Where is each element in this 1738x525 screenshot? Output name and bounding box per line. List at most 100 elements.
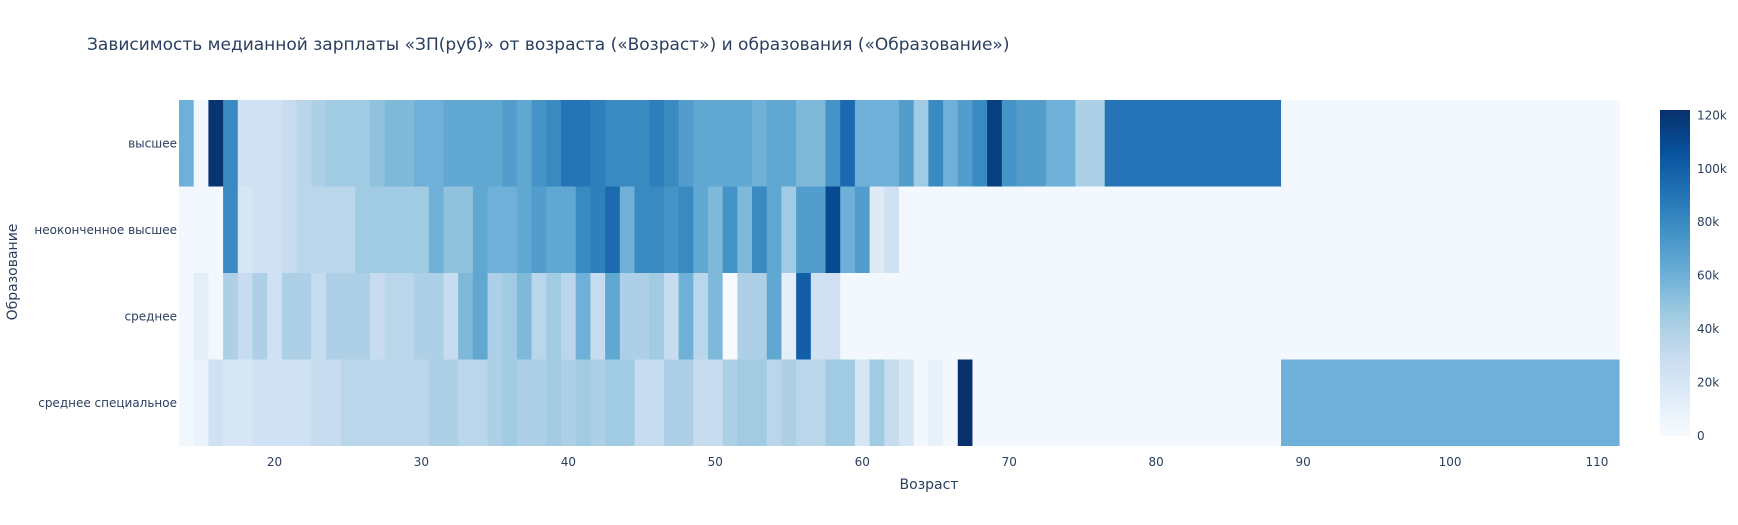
heatmap-cell (796, 100, 827, 187)
heatmap-cell (1001, 100, 1018, 187)
heatmap-cell (722, 359, 738, 446)
heatmap-cell (179, 273, 195, 360)
heatmap-cell (899, 100, 915, 187)
heatmap-cell (311, 100, 327, 187)
heatmap-cell (781, 186, 797, 273)
heatmap-cell (766, 359, 783, 446)
heatmap-cell (1045, 100, 1076, 187)
heatmap-cell (854, 186, 871, 273)
heatmap-cell (370, 100, 386, 187)
heatmap-cell (502, 100, 518, 187)
heatmap-cell (840, 186, 856, 273)
heatmap-cell (605, 359, 636, 446)
heatmap-cell (693, 186, 709, 273)
heatmap-cell (370, 273, 386, 360)
heatmap-cell (928, 359, 944, 446)
heatmap-cell (193, 273, 209, 360)
heatmap-cell (678, 186, 694, 273)
heatmap-cell (663, 100, 680, 187)
heatmap-cell (899, 186, 1620, 273)
heatmap-cell (340, 359, 430, 446)
heatmap-cell (531, 186, 547, 273)
x-tick-label: 50 (708, 455, 723, 469)
chart-title: Зависимость медианной зарплаты «ЗП(руб)»… (87, 35, 1009, 55)
x-tick-label: 30 (414, 455, 429, 469)
heatmap-cell (281, 100, 298, 187)
heatmap-cell (281, 186, 298, 273)
heatmap-cell (796, 186, 827, 273)
heatmap-cell (531, 100, 547, 187)
heatmap-cell (590, 186, 606, 273)
x-tick-labels: 20 30 40 50 60 70 80 90 100 110 (267, 455, 1609, 469)
heatmap-cell (693, 100, 753, 187)
heatmap-cell (516, 273, 533, 360)
heatmap-cell (913, 100, 929, 187)
heatmap-cell (943, 359, 959, 446)
heatmap-cell (443, 273, 459, 360)
heatmap-cell (223, 100, 239, 187)
heatmap-cell (311, 359, 342, 446)
heatmap-cell (928, 100, 944, 187)
heatmap-cell (884, 186, 900, 273)
colorbar-tick-label: 0 (1697, 429, 1705, 443)
colorbar-tick-label: 20k (1697, 376, 1719, 390)
heatmap-cell (223, 186, 239, 273)
heatmap-cell (546, 186, 577, 273)
heatmap-cell (355, 186, 430, 273)
heatmap-cell (663, 359, 694, 446)
heatmap-cell (693, 273, 709, 360)
heatmap-cell (561, 273, 577, 360)
heatmap-cell (796, 273, 812, 360)
heatmap-cell (208, 273, 224, 360)
heatmap-cell (752, 186, 768, 273)
heatmap-cell (634, 186, 665, 273)
heatmap-cell (384, 273, 415, 360)
heatmap-cell (678, 273, 694, 360)
heatmap-cell (737, 359, 768, 446)
heatmap-cell (325, 100, 371, 187)
heatmap-cell (634, 359, 665, 446)
heatmap-cell (575, 186, 592, 273)
x-tick-label: 100 (1439, 455, 1462, 469)
y-tick-label: среднее специальное (38, 396, 177, 410)
heatmap-cell (502, 273, 518, 360)
colorbar (1660, 110, 1690, 436)
heatmap-cell (311, 273, 327, 360)
heatmap-cell (649, 273, 665, 360)
heatmap-cell (707, 186, 724, 273)
heatmap-cell (619, 186, 636, 273)
heatmap-cell (722, 273, 738, 360)
heatmap-cell (1281, 359, 1620, 446)
heatmap-cell (384, 100, 415, 187)
x-tick-label: 80 (1149, 455, 1164, 469)
heatmap-cell (1104, 100, 1282, 187)
heatmap-cell (208, 359, 224, 446)
heatmap-cell (516, 100, 533, 187)
heatmap-cell (487, 186, 518, 273)
heatmap-cell (693, 359, 724, 446)
x-axis-title: Возраст (900, 477, 959, 493)
heatmap-cell (722, 186, 738, 273)
heatmap-cell (678, 100, 694, 187)
heatmap-cell (443, 100, 503, 187)
heatmap-cell (443, 186, 474, 273)
heatmap-cell (840, 273, 1620, 360)
heatmap-cell (884, 359, 900, 446)
heatmap-cell (649, 100, 665, 187)
heatmap-cell (899, 359, 915, 446)
heatmap-cell (208, 100, 224, 187)
heatmap-cell (414, 100, 445, 187)
heatmap-cell (854, 100, 900, 187)
heatmap-cell (428, 359, 459, 446)
heatmap-cell (502, 359, 518, 446)
heatmap-cell (561, 100, 592, 187)
x-tick-label: 20 (267, 455, 282, 469)
heatmap-cell (414, 273, 445, 360)
colorbar-tick-labels: 0 20k 40k 60k 80k 100k 120k (1697, 108, 1727, 443)
heatmap-cell (766, 186, 783, 273)
heatmap-cell (516, 186, 533, 273)
heatmap-cell (546, 100, 562, 187)
heatmap-cell (531, 273, 547, 360)
heatmap-cell (987, 100, 1003, 187)
heatmap-cell (840, 100, 856, 187)
